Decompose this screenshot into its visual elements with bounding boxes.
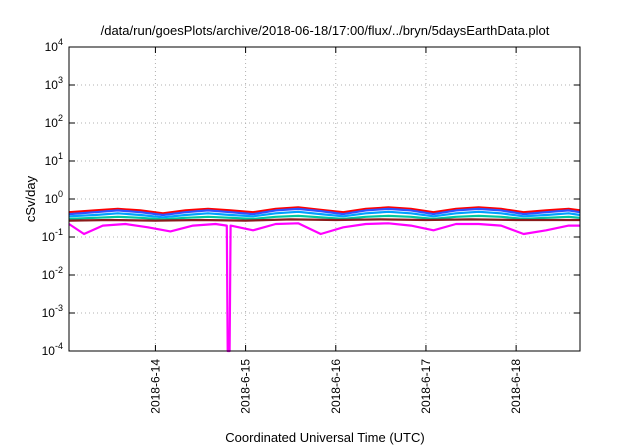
x-tick-label: 2018-6-18 (509, 359, 523, 414)
series-line-2 (68, 207, 581, 217)
y-tick-label: 10-1 (42, 227, 63, 244)
x-tick-label: 2018-6-15 (239, 359, 253, 414)
y-axis-tick-labels: 10-4 10-3 10-2 10-1 100 101 102 103 104 (42, 37, 63, 358)
y-tick-label: 103 (45, 75, 63, 92)
x-axis-label: Coordinated Universal Time (UTC) (225, 430, 424, 445)
series-line-4 (68, 214, 581, 221)
x-tick-label: 2018-6-14 (148, 359, 162, 414)
y-tick-label: 10-4 (42, 341, 63, 358)
y-tick-label: 102 (45, 113, 63, 130)
y-tick-label: 10-3 (42, 303, 63, 320)
grid-lines (69, 47, 580, 351)
series-line-3 (68, 210, 581, 219)
series-line-5 (68, 218, 580, 222)
series-line-6 (68, 222, 580, 353)
plot-area (68, 206, 581, 353)
y-tick-label: 104 (45, 37, 63, 54)
x-axis-tick-labels: 2018-6-14 2018-6-15 2018-6-16 2018-6-17 2018… (148, 359, 523, 414)
y-tick-label: 100 (45, 189, 63, 206)
x-tick-label: 2018-6-17 (419, 359, 433, 414)
y-axis-label: cSv/day (23, 175, 38, 222)
axis-ticks (69, 46, 580, 352)
y-tick-label: 10-2 (42, 265, 63, 282)
chart-title: /data/run/goesPlots/archive/2018-06-18/1… (101, 23, 550, 38)
y-tick-label: 101 (45, 151, 63, 168)
x-tick-label: 2018-6-16 (329, 359, 343, 414)
series-line-1 (68, 206, 581, 215)
